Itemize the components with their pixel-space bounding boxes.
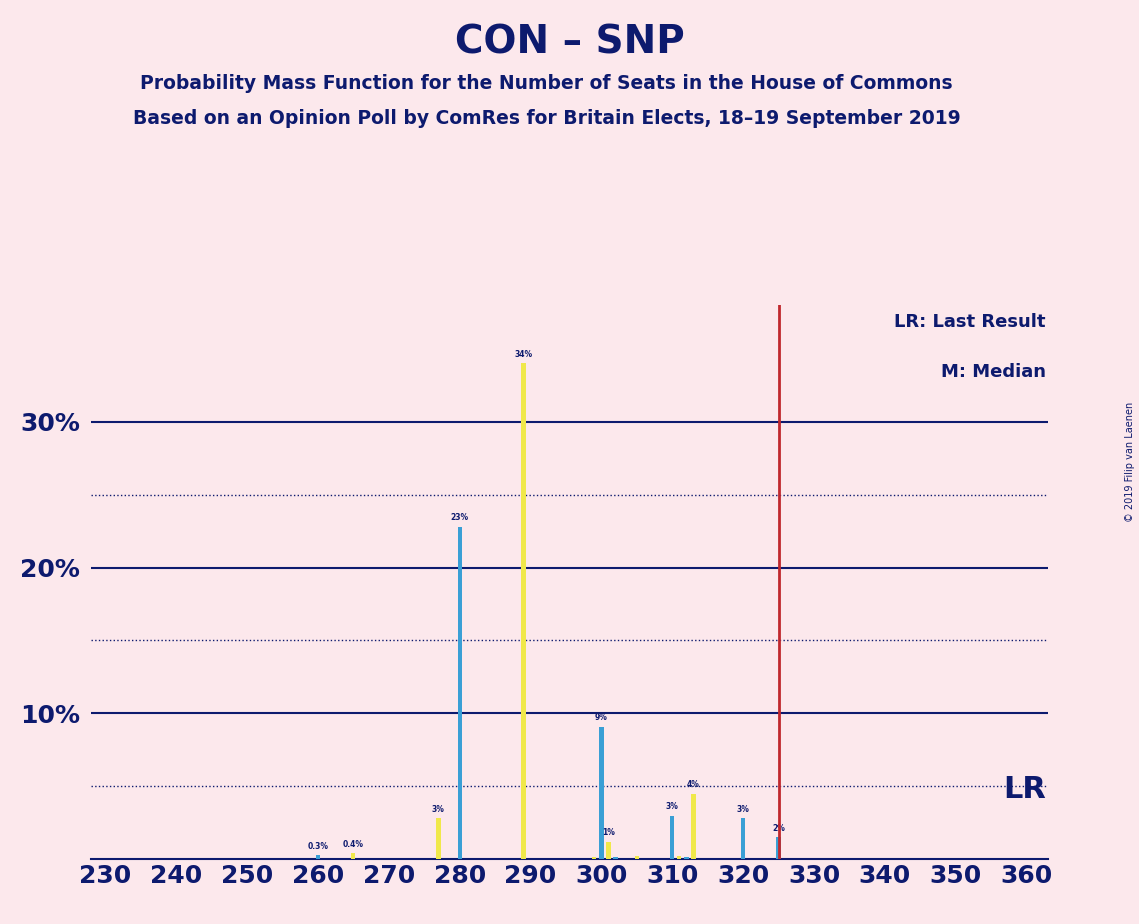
Text: 3%: 3% (737, 805, 749, 814)
Bar (634, 857, 639, 859)
Text: 3%: 3% (666, 802, 679, 811)
Text: 0.3%: 0.3% (308, 842, 328, 851)
Text: 0.4%: 0.4% (343, 840, 363, 849)
Bar (606, 842, 611, 859)
Bar (351, 854, 355, 859)
Text: 4%: 4% (687, 780, 700, 789)
Text: 34%: 34% (515, 350, 533, 359)
Text: 3%: 3% (432, 805, 445, 814)
Text: 1%: 1% (603, 829, 615, 837)
Text: 2%: 2% (772, 824, 785, 833)
Bar (522, 363, 525, 859)
Bar (436, 819, 441, 859)
Text: CON – SNP: CON – SNP (454, 23, 685, 61)
Text: © 2019 Filip van Laenen: © 2019 Filip van Laenen (1125, 402, 1134, 522)
Bar (691, 794, 696, 859)
Bar (614, 857, 617, 859)
Bar (316, 855, 320, 859)
Text: M: Median: M: Median (941, 363, 1046, 381)
Text: Probability Mass Function for the Number of Seats in the House of Commons: Probability Mass Function for the Number… (140, 74, 953, 93)
Bar (592, 857, 597, 859)
Bar (670, 816, 674, 859)
Text: 23%: 23% (451, 514, 469, 522)
Bar (599, 726, 604, 859)
Text: LR: LR (1003, 775, 1046, 804)
Text: LR: Last Result: LR: Last Result (894, 313, 1046, 331)
Text: Based on an Opinion Poll by ComRes for Britain Elects, 18–19 September 2019: Based on an Opinion Poll by ComRes for B… (133, 109, 960, 128)
Bar (741, 819, 745, 859)
Text: 9%: 9% (595, 713, 608, 723)
Bar (685, 857, 689, 859)
Bar (592, 857, 597, 859)
Bar (678, 857, 681, 859)
Bar (777, 837, 780, 859)
Bar (458, 527, 461, 859)
